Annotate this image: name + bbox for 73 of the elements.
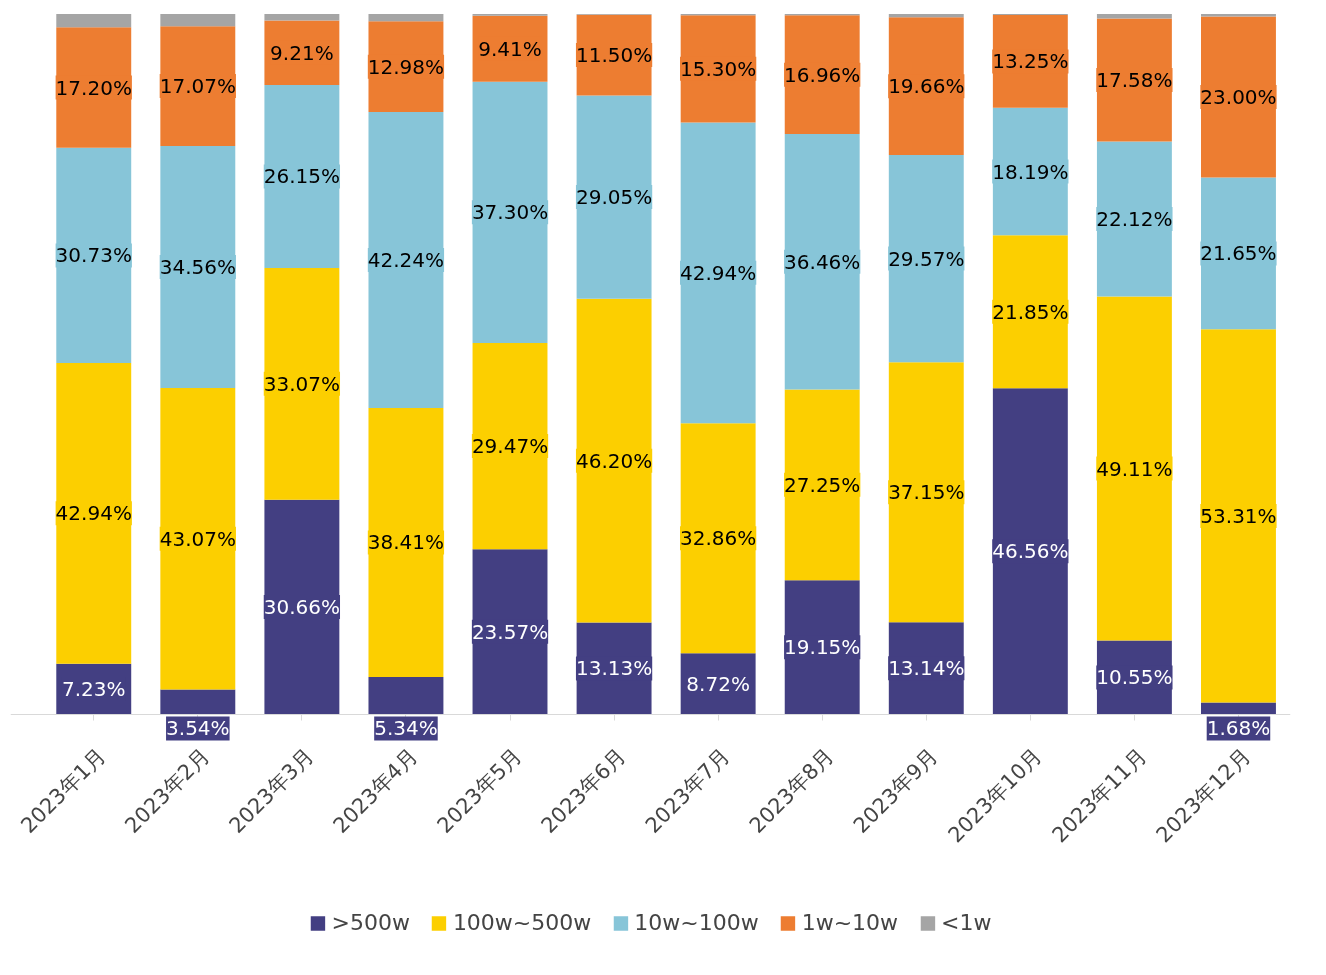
data-label: 19.66% (888, 74, 965, 99)
data-label: 43.07% (159, 526, 236, 551)
data-label: 37.15% (888, 480, 965, 505)
data-label: 29.57% (888, 246, 965, 271)
data-label: 9.41% (478, 36, 542, 61)
data-label: 46.20% (575, 448, 653, 473)
data-label: 17.58% (1096, 68, 1173, 93)
data-label: 46.56% (992, 539, 1069, 564)
bar (576, 298, 652, 623)
data-label: 23.57% (471, 619, 549, 644)
bar (56, 14, 132, 28)
data-label: 42.94% (680, 260, 757, 285)
bar (368, 14, 444, 22)
data-label: 3.54% (166, 716, 230, 741)
data-label: 26.15% (263, 164, 341, 189)
data-label: 30.73% (55, 243, 132, 268)
data-label: 19.15% (784, 635, 861, 660)
data-label: 17.07% (159, 74, 236, 99)
data-label: 27.25% (784, 472, 861, 497)
data-label: 7.23% (61, 677, 126, 702)
data-label: 18.19% (992, 159, 1069, 184)
bar (680, 423, 756, 654)
data-label: 12.98% (367, 54, 445, 79)
data-label: 23.00% (1200, 85, 1277, 110)
data-label: 42.94% (55, 501, 132, 526)
bar (680, 122, 756, 424)
data-label: 53.31% (1200, 503, 1277, 528)
bar (1201, 329, 1276, 703)
bar (784, 134, 860, 390)
bar (264, 14, 340, 21)
data-label: 8.72% (686, 671, 750, 696)
data-label: 9.21% (270, 40, 334, 65)
data-label: 21.85% (992, 299, 1069, 324)
bar (160, 145, 236, 388)
bar (888, 362, 964, 623)
legend-label: 1w~10w (801, 910, 899, 935)
bar (1096, 296, 1172, 641)
bar (472, 81, 548, 343)
data-label: 37.30% (471, 200, 549, 225)
data-label: 29.05% (575, 185, 653, 210)
data-label: 29.47% (471, 434, 549, 459)
data-label: 30.66% (263, 595, 341, 620)
bar (160, 14, 236, 27)
data-label: 16.96% (784, 62, 861, 87)
data-label: 15.30% (680, 56, 757, 81)
legend-label: 10w~100w (634, 910, 759, 935)
bar (1201, 14, 1276, 17)
data-label: 17.20% (55, 75, 132, 100)
legend-label: >500w (331, 910, 410, 935)
data-label: 34.56% (159, 254, 236, 279)
bar (160, 387, 236, 690)
legend-label: <1w (941, 910, 992, 935)
data-label: 42.24% (367, 248, 445, 273)
bar (992, 388, 1068, 715)
data-label: 13.25% (992, 49, 1069, 74)
data-label: 36.46% (784, 249, 861, 274)
data-label: 13.14% (888, 656, 965, 681)
data-label: 1.68% (1206, 716, 1271, 741)
data-label: 49.11% (1096, 456, 1173, 481)
data-label: 33.07% (263, 371, 341, 396)
legend-label: 100w~500w (452, 910, 592, 935)
data-label: 13.13% (575, 656, 653, 681)
bar (368, 407, 444, 677)
data-label: 10.55% (1096, 665, 1173, 690)
data-label: 5.34% (374, 716, 438, 741)
bar (264, 268, 340, 500)
data-label: 11.50% (575, 43, 653, 68)
bar (56, 363, 132, 664)
data-label: 38.41% (367, 530, 445, 555)
bar (368, 112, 444, 408)
data-label: 32.86% (680, 526, 757, 551)
data-label: 21.65% (1200, 241, 1277, 266)
data-label: 22.12% (1096, 207, 1173, 232)
